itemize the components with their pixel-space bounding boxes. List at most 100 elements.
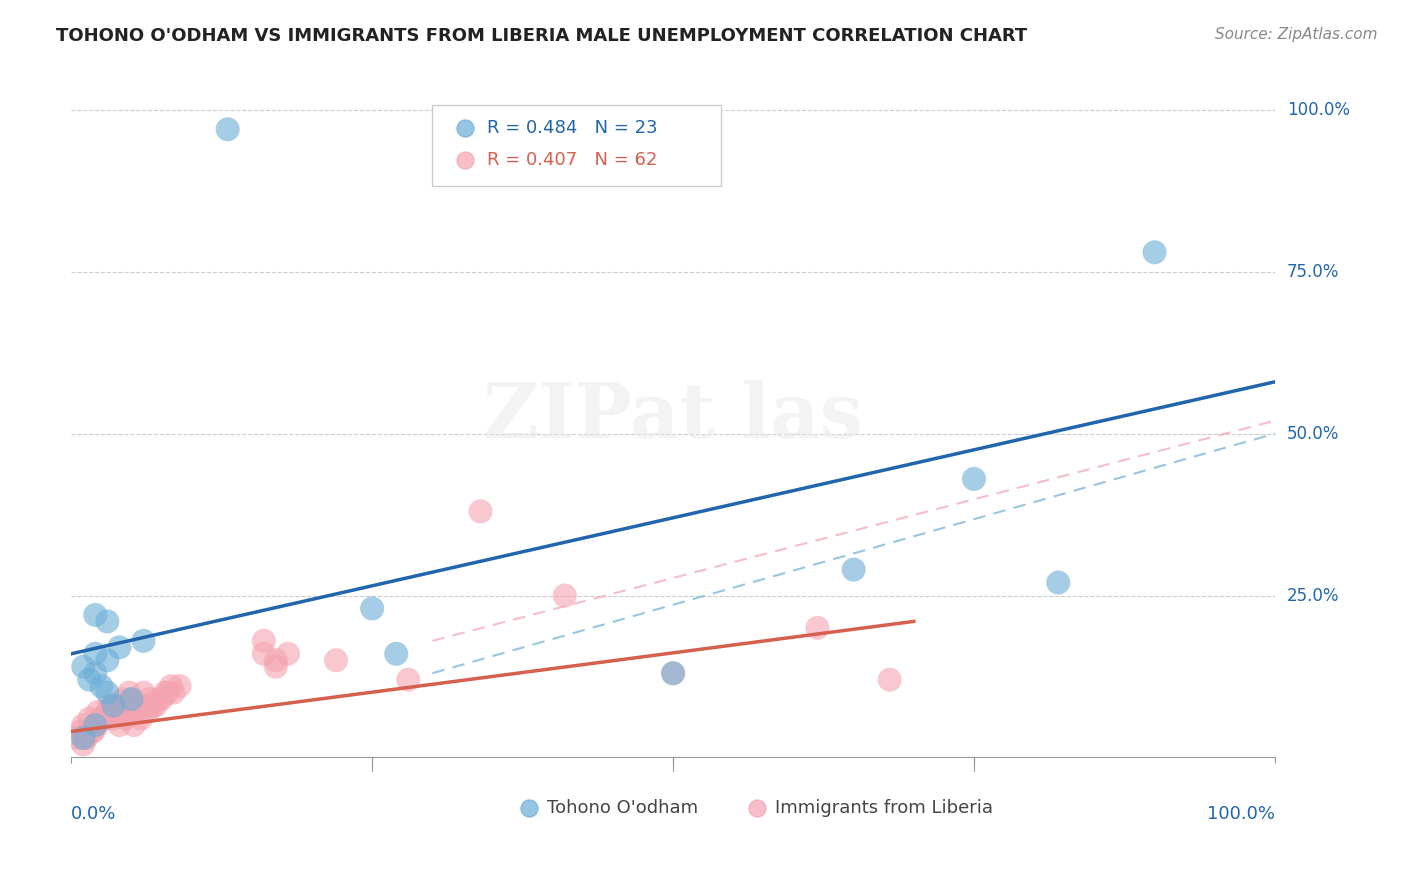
Point xyxy=(879,673,901,687)
Point xyxy=(127,705,149,719)
FancyBboxPatch shape xyxy=(433,104,721,186)
Point xyxy=(84,718,107,732)
Point xyxy=(114,712,136,726)
Point xyxy=(82,724,104,739)
Point xyxy=(127,698,149,713)
Point xyxy=(108,718,131,732)
Point xyxy=(90,712,112,726)
Point xyxy=(96,686,118,700)
Point xyxy=(156,686,179,700)
Point xyxy=(75,731,97,745)
Point xyxy=(132,686,155,700)
Text: 75.0%: 75.0% xyxy=(1286,263,1340,281)
Point xyxy=(454,182,477,196)
Text: 25.0%: 25.0% xyxy=(1286,587,1340,605)
Point xyxy=(129,712,152,726)
Point xyxy=(153,686,176,700)
Point xyxy=(96,615,118,629)
Point xyxy=(454,152,477,166)
Text: 100.0%: 100.0% xyxy=(1206,805,1275,823)
Point xyxy=(103,698,125,713)
Point xyxy=(111,692,134,706)
Point xyxy=(264,659,287,673)
Point xyxy=(160,679,183,693)
Point xyxy=(96,705,118,719)
Text: 0.0%: 0.0% xyxy=(72,805,117,823)
Point xyxy=(325,653,347,667)
Point xyxy=(842,563,865,577)
Point xyxy=(662,666,685,681)
Point xyxy=(84,607,107,622)
Point xyxy=(385,647,408,661)
Point xyxy=(72,731,94,745)
Point xyxy=(142,698,165,713)
Point xyxy=(103,712,125,726)
Point xyxy=(253,633,276,648)
Text: Immigrants from Liberia: Immigrants from Liberia xyxy=(775,799,994,817)
Text: ZIPat las: ZIPat las xyxy=(484,380,863,454)
Point xyxy=(84,718,107,732)
Point xyxy=(72,731,94,745)
Text: TOHONO O'ODHAM VS IMMIGRANTS FROM LIBERIA MALE UNEMPLOYMENT CORRELATION CHART: TOHONO O'ODHAM VS IMMIGRANTS FROM LIBERI… xyxy=(56,27,1028,45)
Point xyxy=(747,799,769,814)
Point xyxy=(79,673,101,687)
Point xyxy=(253,647,276,661)
Text: 50.0%: 50.0% xyxy=(1286,425,1340,442)
Point xyxy=(148,692,170,706)
Text: 100.0%: 100.0% xyxy=(1286,101,1350,119)
Point xyxy=(136,705,159,719)
Point xyxy=(79,724,101,739)
Text: R = 0.484   N = 23: R = 0.484 N = 23 xyxy=(486,120,657,137)
Point xyxy=(662,666,685,681)
Point xyxy=(87,705,110,719)
Point xyxy=(264,653,287,667)
Point xyxy=(98,698,121,713)
Point xyxy=(79,712,101,726)
Point xyxy=(396,673,419,687)
Point xyxy=(150,692,173,706)
Point xyxy=(217,122,239,136)
Point xyxy=(806,621,828,635)
Point xyxy=(96,705,118,719)
Point xyxy=(72,659,94,673)
Text: Tohono O'odham: Tohono O'odham xyxy=(547,799,697,817)
Point xyxy=(72,738,94,752)
Point xyxy=(108,640,131,655)
Point xyxy=(1047,575,1070,590)
Point xyxy=(169,679,191,693)
Point xyxy=(122,718,145,732)
Point xyxy=(108,698,131,713)
Point xyxy=(94,712,117,726)
Text: R = 0.407   N = 62: R = 0.407 N = 62 xyxy=(486,152,657,169)
Point xyxy=(554,589,576,603)
Text: Source: ZipAtlas.com: Source: ZipAtlas.com xyxy=(1215,27,1378,42)
Point xyxy=(120,692,142,706)
Point xyxy=(120,692,142,706)
Point xyxy=(90,712,112,726)
Point xyxy=(132,633,155,648)
Point xyxy=(100,705,122,719)
Point xyxy=(118,686,141,700)
Point xyxy=(138,692,160,706)
Point xyxy=(361,601,384,615)
Point xyxy=(90,679,112,693)
Point xyxy=(87,718,110,732)
Point xyxy=(1143,245,1166,260)
Point xyxy=(103,698,125,713)
Point xyxy=(75,731,97,745)
Point xyxy=(138,698,160,713)
Point xyxy=(162,686,184,700)
Point xyxy=(470,504,492,518)
Point xyxy=(105,698,128,713)
Point xyxy=(114,705,136,719)
Point xyxy=(72,718,94,732)
Point xyxy=(145,698,167,713)
Point xyxy=(517,799,540,814)
Point xyxy=(84,718,107,732)
Point xyxy=(84,647,107,661)
Point xyxy=(96,653,118,667)
Point xyxy=(277,647,299,661)
Point xyxy=(66,731,89,745)
Point xyxy=(82,724,104,739)
Point xyxy=(84,666,107,681)
